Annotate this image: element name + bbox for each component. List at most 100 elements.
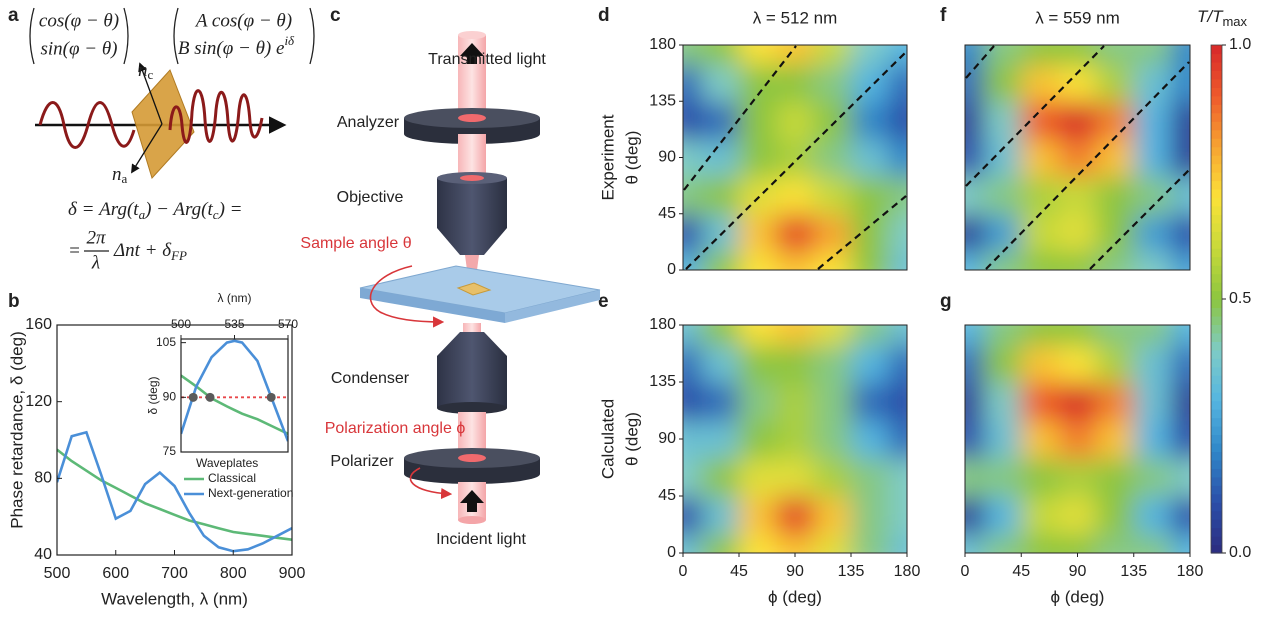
heatmap-cell <box>1059 139 1098 178</box>
colorbar-band <box>1211 197 1222 206</box>
colorbar-band <box>1211 426 1222 435</box>
heatmap-cell <box>851 64 889 103</box>
x-axis-label: λ (nm) <box>218 291 252 305</box>
colorbar-band <box>1211 240 1222 249</box>
axis-symbol: n <box>112 164 122 185</box>
y-tick-label: 90 <box>658 430 676 447</box>
heatmap-cell <box>1021 382 1060 421</box>
colorbar-band <box>1211 418 1222 427</box>
x-tick-label: 180 <box>894 563 921 580</box>
heatmap-cell <box>776 214 814 253</box>
exponent: iδ <box>284 33 295 48</box>
panel-label: c <box>330 5 341 26</box>
y-tick-label: 45 <box>658 487 676 504</box>
heatmap-cell <box>814 176 852 215</box>
colorbar-band <box>1211 282 1222 291</box>
heatmap-cell <box>1096 382 1135 421</box>
colorbar-band <box>1211 231 1222 240</box>
colorbar-band <box>1211 223 1222 232</box>
jones-text: B sin(φ − θ) e <box>178 38 285 59</box>
heatmap-cell <box>776 101 814 140</box>
condenser <box>437 356 507 408</box>
heatmap-cell <box>776 176 814 215</box>
component-label: Transmitted light <box>428 51 546 68</box>
x-tick-label: 90 <box>1069 563 1087 580</box>
heatmap-cell <box>739 176 777 215</box>
colorbar-band <box>1211 451 1222 460</box>
heatmap-cell <box>1134 420 1173 459</box>
y-axis-label: θ (deg) <box>622 412 641 466</box>
heatmap-cell <box>984 458 1023 497</box>
colorbar-tick-label: 0.5 <box>1229 290 1251 307</box>
x-tick-label: 180 <box>1177 563 1204 580</box>
heatmap-cell <box>1134 139 1173 178</box>
heatmap-clip <box>946 306 1210 573</box>
fraction-den: λ <box>91 252 100 273</box>
heatmap: 0459013518004590135180ϕ (deg)θ (deg)Calc… <box>598 306 926 606</box>
heatmap-cell <box>814 344 852 383</box>
heatmap-cell <box>776 139 814 178</box>
legend-label: Next-generation <box>208 486 293 500</box>
heatmap-cell <box>1021 176 1060 215</box>
x-tick-label: 900 <box>279 565 306 582</box>
colorbar-label: T/Tmax <box>1197 7 1248 29</box>
heatmap-cell <box>702 139 740 178</box>
heatmap-cell <box>1134 176 1173 215</box>
heatmap-cell <box>814 101 852 140</box>
axis-subscript: a <box>122 171 128 186</box>
panel-a: cos(φ − θ) sin(φ − θ) A cos(φ − θ) B sin… <box>30 8 314 273</box>
colorbar-band <box>1211 536 1222 545</box>
y-axis-label: Phase retardance, δ (deg) <box>7 331 26 529</box>
heatmap-cell <box>984 496 1023 535</box>
colorbar-label-sub: max <box>1222 14 1247 29</box>
y-axis-label: θ (deg) <box>622 131 641 185</box>
heatmap-cell <box>1059 214 1098 253</box>
jones-component: B sin(φ − θ) eiδ <box>178 33 295 59</box>
heatmap-cell <box>984 382 1023 421</box>
heatmap-cell <box>1021 139 1060 178</box>
equation: Δnt + δFP <box>113 240 187 263</box>
heatmap-cell <box>702 344 740 383</box>
objective-cone <box>437 228 507 255</box>
colorbar-band <box>1211 299 1222 308</box>
x-tick-label: 45 <box>730 563 748 580</box>
heatmap-cell <box>851 458 889 497</box>
equation-lead: = <box>68 240 81 261</box>
heatmap-cell <box>851 382 889 421</box>
y-tick-label: 180 <box>649 316 676 333</box>
x-tick-label: 500 <box>171 317 191 331</box>
colorbar-band <box>1211 341 1222 350</box>
x-tick-label: 500 <box>44 565 71 582</box>
y-tick-label: 75 <box>163 444 177 458</box>
colorbar-band <box>1211 138 1222 147</box>
row-label: Experiment <box>598 114 617 200</box>
heatmap-cell <box>776 458 814 497</box>
beam-spot <box>458 114 486 122</box>
colorbar-band <box>1211 155 1222 164</box>
heatmap-cell <box>1021 496 1060 535</box>
angle-label: Sample angle θ <box>300 235 411 252</box>
y-tick-label: 90 <box>658 149 676 166</box>
x-tick-label: 800 <box>220 565 247 582</box>
axis-label: nc <box>138 60 154 82</box>
heatmap-cell <box>702 420 740 459</box>
heatmap-cell <box>739 344 777 383</box>
colorbar-band <box>1211 528 1222 537</box>
heatmap-cell <box>851 496 889 535</box>
panel-label: f <box>940 5 947 26</box>
panel-label: a <box>8 5 19 26</box>
legend-label: Classical <box>208 471 256 485</box>
colorbar-band <box>1211 545 1222 554</box>
colorbar-band <box>1211 485 1222 494</box>
colorbar-band <box>1211 511 1222 520</box>
heatmap-cells <box>946 306 1210 573</box>
heatmap-cell <box>1021 458 1060 497</box>
colorbar-band <box>1211 214 1222 223</box>
heatmap-cell <box>702 176 740 215</box>
colorbar-label-main: T/T <box>1197 7 1224 26</box>
colorbar-band <box>1211 367 1222 376</box>
heatmap-cell <box>1134 458 1173 497</box>
y-tick-label: 105 <box>156 335 176 349</box>
heatmap-cell <box>851 176 889 215</box>
